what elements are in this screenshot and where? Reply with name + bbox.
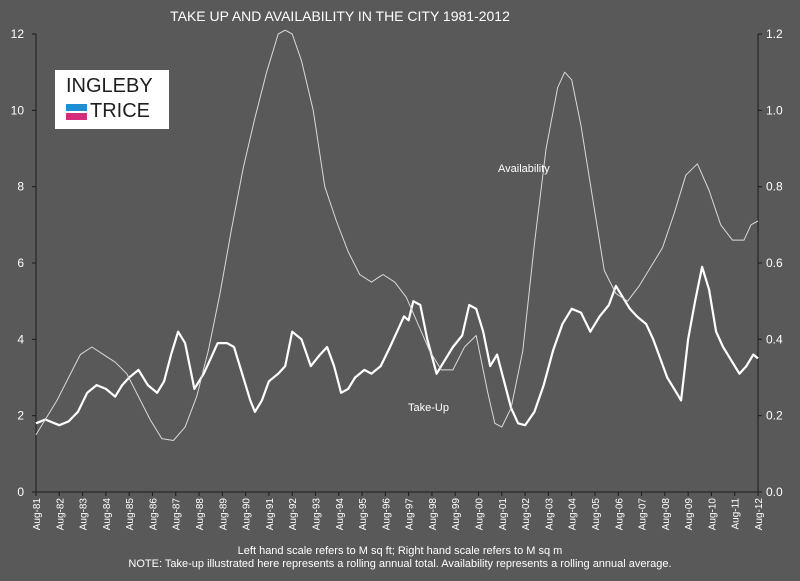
x-tick-label: Aug-12 <box>754 498 765 531</box>
footer-scale-note: Left hand scale refers to M sq ft; Right… <box>237 545 563 557</box>
x-tick-label: Aug-92 <box>288 498 299 531</box>
left-tick-label: 8 <box>17 180 24 194</box>
left-tick-label: 2 <box>17 409 24 423</box>
footer-rolling-note: NOTE: Take-up illustrated here represent… <box>128 558 672 570</box>
availability-line <box>35 29 759 441</box>
x-tick-label: Aug-05 <box>591 498 602 531</box>
x-tick-label: Aug-83 <box>79 498 90 531</box>
x-tick-label: Aug-07 <box>638 498 649 531</box>
x-tick-label: Aug-96 <box>381 498 392 531</box>
logo-bars-icon <box>66 103 87 120</box>
right-tick-label: 0.6 <box>766 256 783 270</box>
x-tick-label: Aug-06 <box>614 498 625 531</box>
x-tick-label: Aug-99 <box>451 498 462 531</box>
x-tick-label: Aug-03 <box>544 498 555 531</box>
x-tick-label: Aug-97 <box>405 498 416 531</box>
logo-line-2: TRICE <box>90 100 150 122</box>
left-tick-label: 10 <box>11 103 25 117</box>
left-tick-label: 12 <box>11 27 25 41</box>
x-tick-label: Aug-98 <box>428 498 439 531</box>
right-tick-label: 0.2 <box>766 409 783 423</box>
x-tick-label: Aug-10 <box>707 498 718 531</box>
logo-line-1: INGLEBY <box>66 75 153 97</box>
x-tick-label: Aug-82 <box>55 498 66 531</box>
availability-series-label: Availability <box>498 163 550 175</box>
x-tick-label: Aug-81 <box>32 498 43 531</box>
left-tick-label: 6 <box>17 256 24 270</box>
x-tick-label: Aug-91 <box>265 498 276 531</box>
right-tick-label: 0.4 <box>766 332 783 346</box>
x-tick-label: Aug-86 <box>148 498 159 531</box>
x-tick-label: Aug-85 <box>125 498 136 531</box>
right-tick-label: 1.0 <box>766 103 783 117</box>
chart-title: TAKE UP AND AVAILABILITY IN THE CITY 198… <box>170 8 510 24</box>
x-tick-label: Aug-09 <box>684 498 695 531</box>
x-tick-label: Aug-84 <box>102 498 113 531</box>
x-tick-label: Aug-04 <box>568 498 579 531</box>
x-tick-label: Aug-01 <box>498 498 509 531</box>
takeup-series-label: Take-Up <box>408 402 449 414</box>
x-tick-label: Aug-93 <box>311 498 322 531</box>
x-tick-label: Aug-95 <box>358 498 369 531</box>
x-tick-label: Aug-11 <box>731 498 742 530</box>
left-tick-label: 4 <box>17 332 24 346</box>
right-tick-label: 1.2 <box>766 27 783 41</box>
right-tick-label: 0.8 <box>766 180 783 194</box>
left-tick-label: 0 <box>17 485 24 499</box>
x-tick-label: Aug-90 <box>242 498 253 531</box>
x-tick-label: Aug-00 <box>475 498 486 531</box>
x-tick-label: Aug-89 <box>218 498 229 531</box>
ingleby-trice-logo: INGLEBY TRICE <box>55 70 169 129</box>
x-tick-label: Aug-87 <box>172 498 183 531</box>
x-tick-label: Aug-88 <box>195 498 206 531</box>
right-tick-label: 0.0 <box>766 485 783 499</box>
x-tick-label: Aug-02 <box>521 498 532 531</box>
series-layer <box>35 29 759 441</box>
axes: 0 2 4 6 8 10 12 0.0 0.2 0.4 0.6 0.8 1.0 1.2 Aug-81 Aug-… <box>11 27 783 530</box>
x-tick-label: Aug-94 <box>335 498 346 531</box>
takeup-line <box>35 265 759 427</box>
x-tick-label: Aug-08 <box>661 498 672 531</box>
